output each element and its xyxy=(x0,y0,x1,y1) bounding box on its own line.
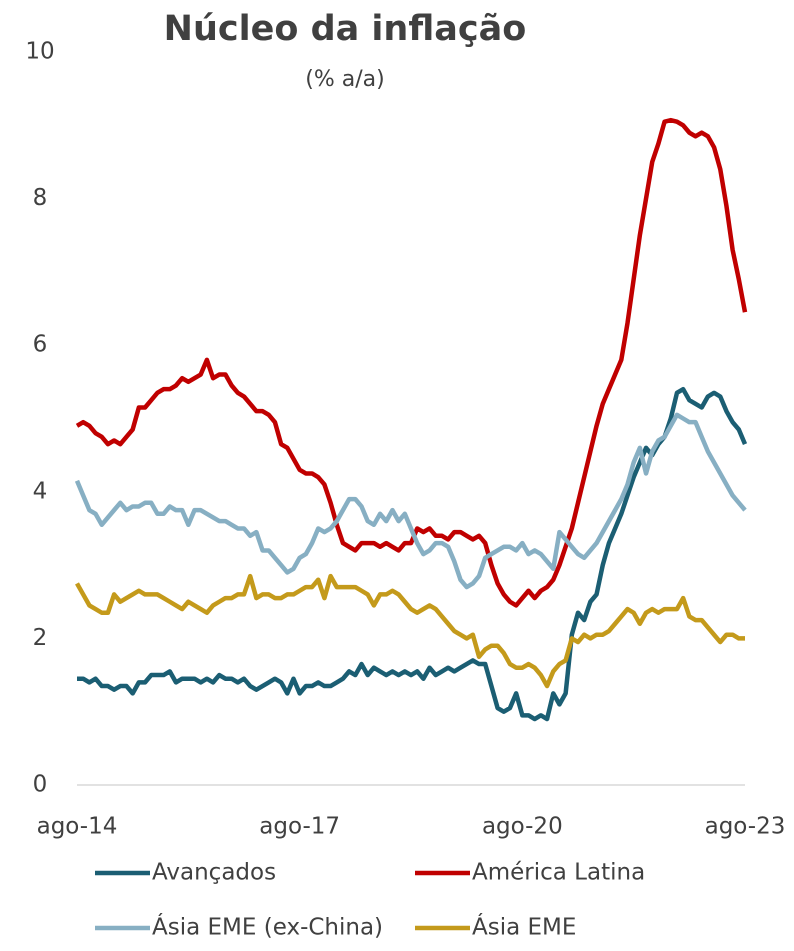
legend-label: América Latina xyxy=(472,860,645,886)
y-tick-label: 4 xyxy=(33,478,48,504)
y-tick-label: 6 xyxy=(33,332,48,358)
x-tick-label: ago-23 xyxy=(705,814,786,840)
x-tick-label: ago-17 xyxy=(259,814,340,840)
legend-label: Ásia EME xyxy=(472,913,576,941)
series-line xyxy=(77,386,748,722)
series-line xyxy=(75,117,748,608)
legend-label: Avançados xyxy=(152,860,276,886)
chart-title: Núcleo da inflação xyxy=(164,9,527,49)
x-tick-label: ago-14 xyxy=(37,814,118,840)
series-line xyxy=(75,573,745,689)
legend-label: Ásia EME (ex-China) xyxy=(152,913,383,941)
x-tick-label: ago-20 xyxy=(482,814,563,840)
y-tick-label: 8 xyxy=(33,185,48,211)
y-tick-label: 10 xyxy=(25,39,54,65)
chart-subtitle: (% a/a) xyxy=(305,67,384,92)
y-tick-label: 0 xyxy=(33,772,48,798)
series-line xyxy=(74,412,747,590)
y-tick-label: 2 xyxy=(33,625,48,651)
